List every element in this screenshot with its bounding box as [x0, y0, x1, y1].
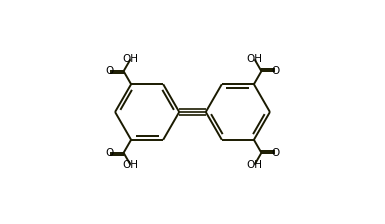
Text: O: O — [271, 66, 279, 76]
Text: OH: OH — [246, 160, 263, 170]
Text: OH: OH — [246, 54, 263, 64]
Text: O: O — [106, 66, 114, 76]
Text: O: O — [106, 148, 114, 158]
Text: O: O — [271, 148, 279, 158]
Text: OH: OH — [122, 54, 139, 64]
Text: OH: OH — [122, 160, 139, 170]
